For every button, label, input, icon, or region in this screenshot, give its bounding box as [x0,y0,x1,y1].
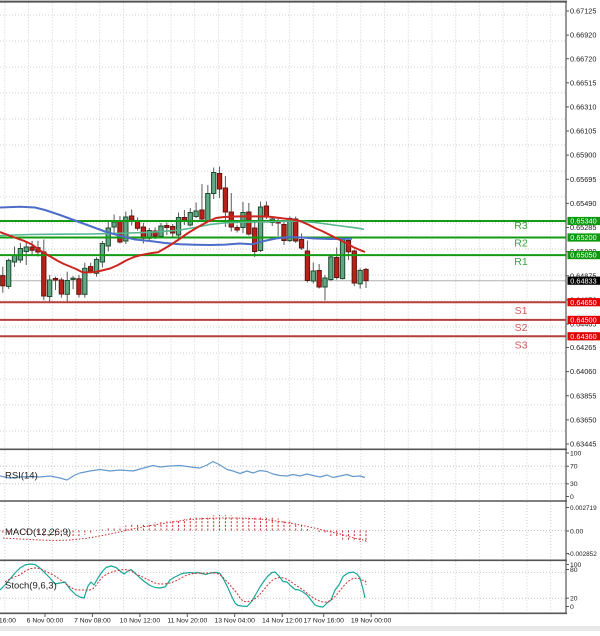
svg-text:0.65490: 0.65490 [570,199,596,208]
svg-text:0.65900: 0.65900 [570,151,596,160]
svg-text:0.63855: 0.63855 [570,391,596,400]
svg-text:80: 80 [570,567,578,574]
svg-text:0.64833: 0.64833 [570,276,596,285]
svg-text:0.63445: 0.63445 [570,440,596,449]
svg-text:R3: R3 [514,220,528,232]
svg-text:S2: S2 [515,322,528,334]
svg-text:0.66515: 0.66515 [570,78,596,87]
svg-text:0.65050: 0.65050 [570,251,596,260]
svg-text:11 Nov 20:00: 11 Nov 20:00 [167,618,207,625]
svg-text:0.64265: 0.64265 [570,343,596,352]
svg-text:0.66920: 0.66920 [570,31,596,40]
svg-text:0.67125: 0.67125 [570,7,596,16]
svg-text:S3: S3 [515,339,528,351]
svg-text:0: 0 [570,494,574,501]
svg-text:10 Nov 12:00: 10 Nov 12:00 [120,618,161,625]
svg-text:R1: R1 [514,256,528,268]
svg-text:0: 0 [570,604,574,611]
svg-text:14 Nov 12:00: 14 Nov 12:00 [262,618,303,625]
svg-text:20: 20 [570,596,578,603]
svg-text:4 Nov 16:00: 4 Nov 16:00 [0,618,16,625]
svg-text:19 Nov 00:00: 19 Nov 00:00 [351,618,392,625]
svg-text:7 Nov 08:00: 7 Nov 08:00 [74,618,111,625]
svg-text:30: 30 [570,481,578,488]
svg-text:0.65695: 0.65695 [570,175,596,184]
svg-text:0.00: 0.00 [570,528,583,535]
svg-text:100: 100 [570,450,582,457]
svg-text:0.66310: 0.66310 [570,103,596,112]
svg-text:RSI(14): RSI(14) [5,471,38,482]
svg-text:0.64060: 0.64060 [570,367,596,376]
svg-text:0.64500: 0.64500 [570,316,596,325]
svg-text:-0.002852: -0.002852 [568,551,597,558]
svg-text:Stoch(9,6,3): Stoch(9,6,3) [5,581,57,592]
svg-text:S1: S1 [515,305,528,317]
svg-text:0.66720: 0.66720 [570,54,596,63]
svg-text:0.65340: 0.65340 [570,217,596,226]
svg-text:0.63650: 0.63650 [570,416,596,425]
svg-text:MACD(12,26,9): MACD(12,26,9) [5,527,71,538]
svg-text:6 Nov 00:00: 6 Nov 00:00 [27,618,64,625]
svg-text:0.64360: 0.64360 [570,332,596,341]
svg-text:70: 70 [570,464,578,471]
svg-text:R2: R2 [514,238,528,250]
svg-text:0.002719: 0.002719 [570,505,597,512]
svg-text:13 Nov 04:00: 13 Nov 04:00 [214,618,255,625]
svg-text:0.65200: 0.65200 [570,233,596,242]
svg-text:0.66105: 0.66105 [570,127,596,136]
svg-text:17 Nov 16:00: 17 Nov 16:00 [303,618,344,625]
svg-text:0.64650: 0.64650 [570,298,596,307]
